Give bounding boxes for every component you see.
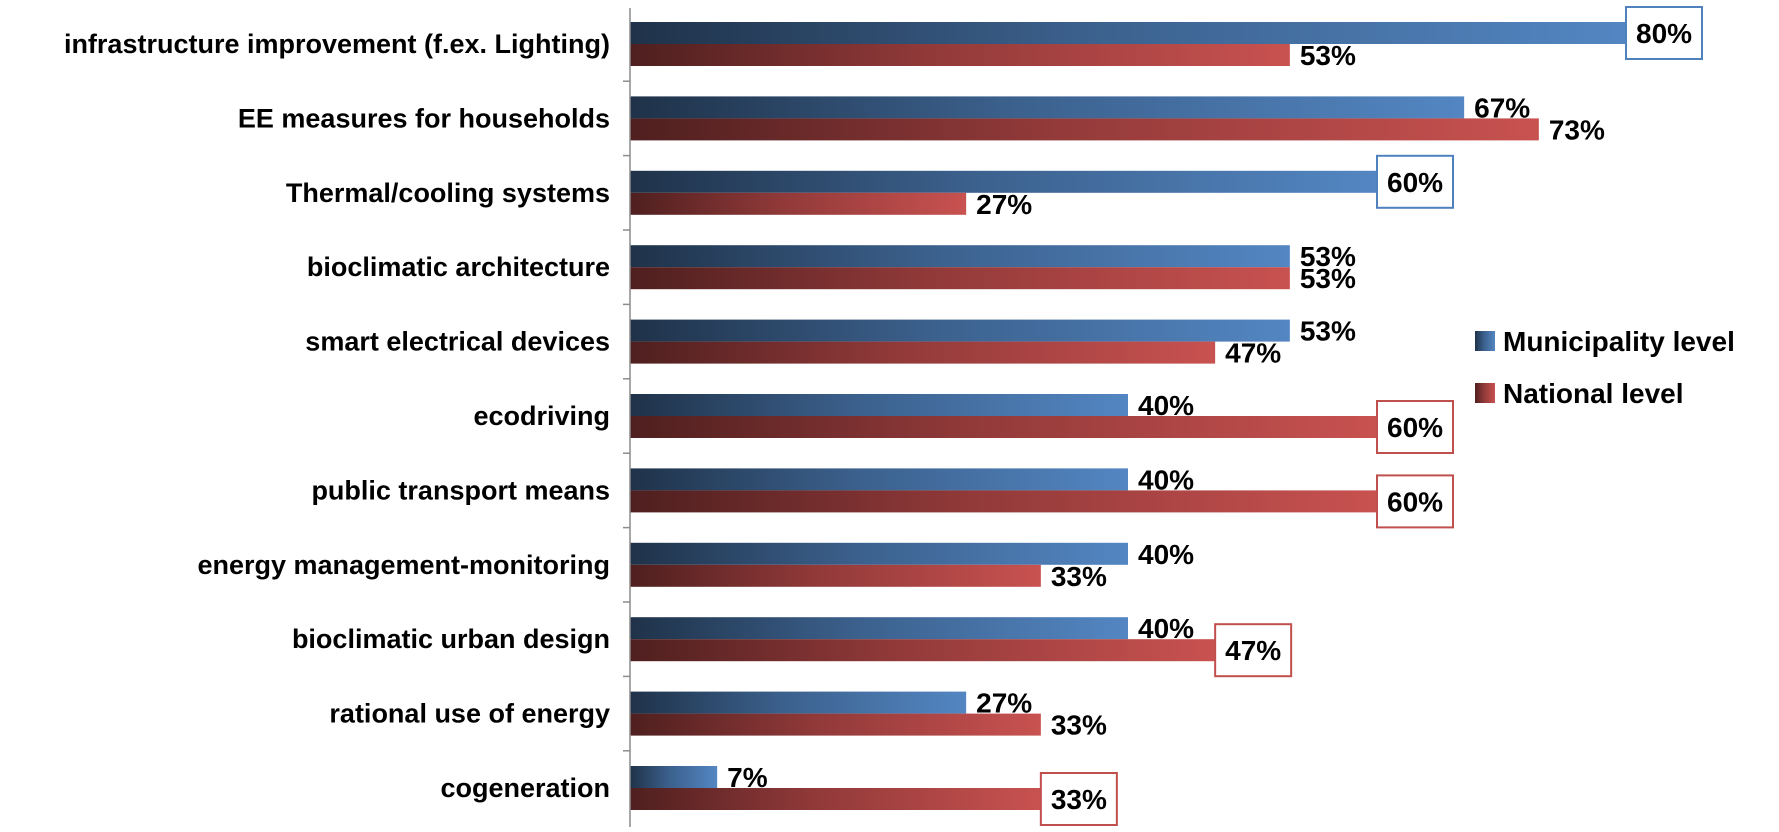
category-label-thermal-cooling-systems: Thermal/cooling systems: [286, 178, 610, 208]
data-label-national-level-cogeneration: 33%: [1051, 784, 1107, 815]
data-label-national-level-bioclimatic-urban-design: 47%: [1225, 635, 1281, 666]
bar-national-level-thermal-cooling-systems: [630, 192, 967, 215]
data-label-national-level-ee-measures-for-households: 73%: [1549, 114, 1605, 145]
bar-municipality-level-cogeneration: [630, 766, 718, 788]
bar-municipality-level-energy-management-monitoring: [630, 542, 1128, 565]
data-label-national-level-infrastructure-improvement-f-ex-lighting: 53%: [1300, 40, 1356, 71]
category-label-bioclimatic-urban-design: bioclimatic urban design: [292, 624, 610, 654]
data-label-national-level-bioclimatic-architecture: 53%: [1300, 263, 1356, 294]
bar-national-level-smart-electrical-devices: [630, 341, 1216, 364]
bar-national-level-cogeneration: [630, 788, 1041, 810]
bar-national-level-public-transport-means: [630, 490, 1377, 513]
highlight-box-municipality-level-infrastructure-improvement-f-ex-lighting: [1625, 6, 1703, 60]
legend-label-national-level: National level: [1503, 378, 1684, 409]
category-label-infrastructure-improvement-f-ex-lighting: infrastructure improvement (f.ex. Lighti…: [64, 29, 610, 59]
data-label-municipality-level-ecodriving: 40%: [1138, 390, 1194, 421]
legend-swatch-national-level: [1475, 383, 1495, 403]
category-label-cogeneration: cogeneration: [440, 773, 610, 803]
category-label-ee-measures-for-households: EE measures for households: [238, 103, 610, 133]
highlight-box-national-level-public-transport-means: [1376, 474, 1454, 529]
bar-national-level-bioclimatic-urban-design: [630, 639, 1216, 662]
data-label-municipality-level-public-transport-means: 40%: [1138, 464, 1194, 495]
data-label-municipality-level-thermal-cooling-systems: 60%: [1387, 167, 1443, 198]
bar-municipality-level-rational-use-of-energy: [630, 691, 967, 714]
category-label-rational-use-of-energy: rational use of energy: [329, 699, 610, 729]
highlight-box-municipality-level-thermal-cooling-systems: [1376, 154, 1454, 209]
bar-municipality-level-public-transport-means: [630, 468, 1128, 491]
data-label-municipality-level-energy-management-monitoring: 40%: [1138, 539, 1194, 570]
data-label-municipality-level-cogeneration: 7%: [727, 762, 768, 793]
data-label-municipality-level-rational-use-of-energy: 27%: [976, 688, 1032, 719]
bar-national-level-ee-measures-for-households: [630, 118, 1539, 141]
bar-national-level-ecodriving: [630, 416, 1377, 438]
legend-swatch-municipality-level: [1475, 331, 1495, 351]
data-label-municipality-level-smart-electrical-devices: 53%: [1300, 316, 1356, 347]
bar-municipality-level-ee-measures-for-households: [630, 96, 1465, 119]
highlight-box-national-level-cogeneration: [1039, 772, 1118, 826]
data-label-national-level-public-transport-means: 60%: [1387, 486, 1443, 517]
data-label-national-level-thermal-cooling-systems: 27%: [976, 189, 1032, 220]
data-label-national-level-ecodriving: 60%: [1387, 412, 1443, 443]
category-label-energy-management-monitoring: energy management-monitoring: [197, 550, 610, 580]
bar-municipality-level-thermal-cooling-systems: [630, 170, 1377, 193]
data-label-municipality-level-bioclimatic-architecture: 53%: [1300, 241, 1356, 272]
category-label-public-transport-means: public transport means: [311, 475, 610, 505]
highlight-box-national-level-bioclimatic-urban-design: [1214, 623, 1293, 678]
category-label-bioclimatic-architecture: bioclimatic architecture: [307, 252, 610, 282]
bar-municipality-level-bioclimatic-urban-design: [630, 617, 1128, 640]
bar-municipality-level-bioclimatic-architecture: [630, 245, 1290, 268]
data-label-national-level-energy-management-monitoring: 33%: [1051, 561, 1107, 592]
highlight-box-national-level-ecodriving: [1376, 400, 1454, 454]
bar-municipality-level-ecodriving: [630, 394, 1128, 416]
bar-municipality-level-infrastructure-improvement-f-ex-lighting: [630, 22, 1626, 44]
data-label-municipality-level-bioclimatic-urban-design: 40%: [1138, 613, 1194, 644]
bar-national-level-bioclimatic-architecture: [630, 267, 1290, 290]
data-label-national-level-smart-electrical-devices: 47%: [1225, 338, 1281, 369]
bar-national-level-infrastructure-improvement-f-ex-lighting: [630, 44, 1290, 66]
bar-national-level-rational-use-of-energy: [630, 713, 1041, 736]
legend-label-municipality-level: Municipality level: [1503, 326, 1735, 357]
data-label-municipality-level-infrastructure-improvement-f-ex-lighting: 80%: [1636, 18, 1692, 49]
data-label-national-level-rational-use-of-energy: 33%: [1051, 710, 1107, 741]
data-label-municipality-level-ee-measures-for-households: 67%: [1474, 92, 1530, 123]
category-label-smart-electrical-devices: smart electrical devices: [305, 327, 610, 357]
bar-municipality-level-smart-electrical-devices: [630, 319, 1290, 342]
bar-national-level-energy-management-monitoring: [630, 564, 1041, 587]
category-label-ecodriving: ecodriving: [473, 401, 610, 431]
